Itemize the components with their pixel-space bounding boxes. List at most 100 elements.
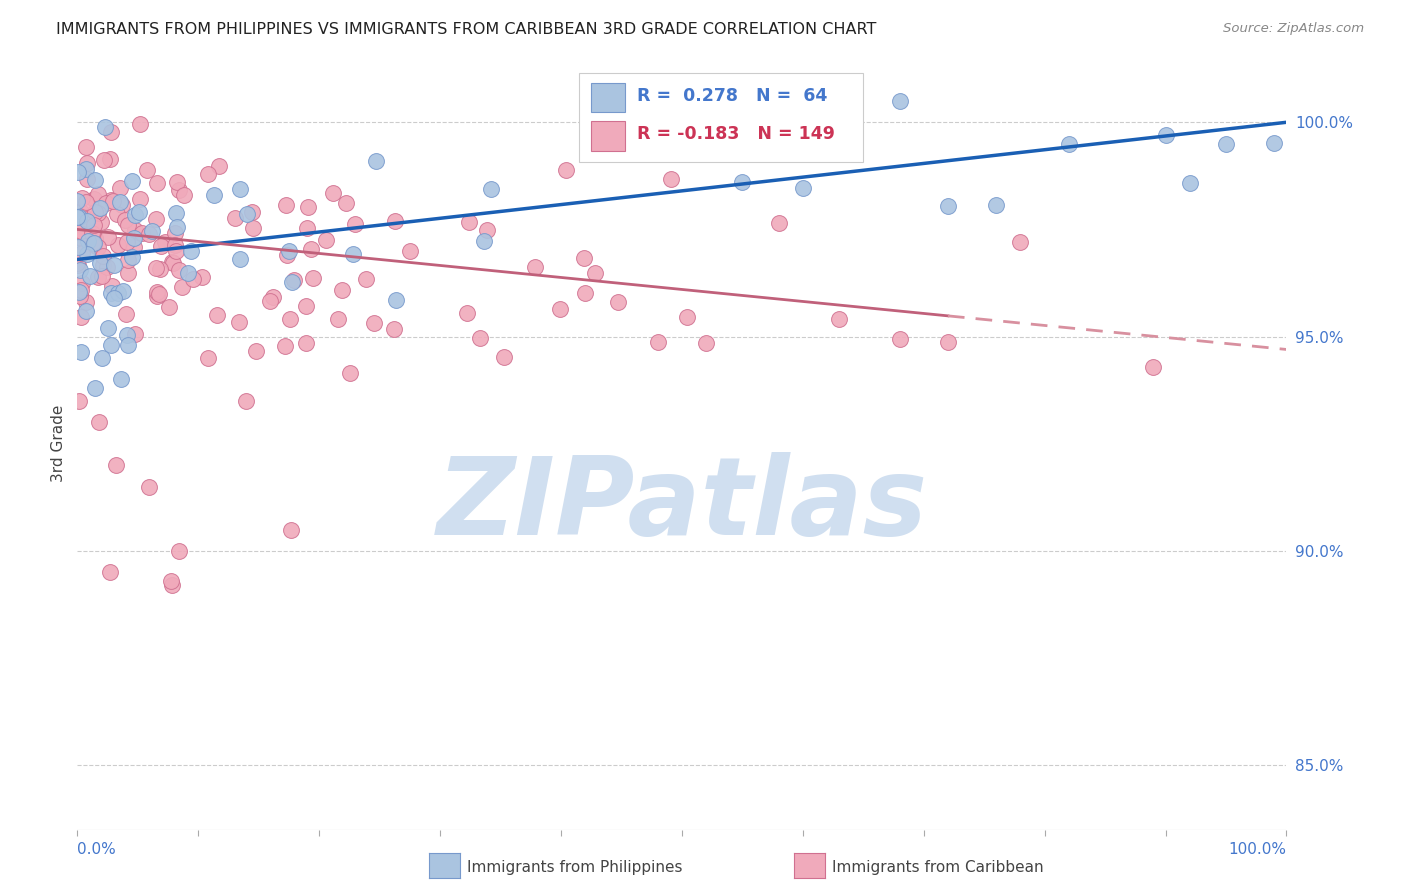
Point xyxy=(91,351,114,365)
Point xyxy=(297,200,319,214)
Point xyxy=(768,216,790,230)
Point xyxy=(124,223,146,237)
Point xyxy=(335,196,357,211)
Point xyxy=(121,174,143,188)
Point xyxy=(67,210,90,224)
Point xyxy=(104,458,127,473)
Point xyxy=(66,258,89,272)
Point xyxy=(89,201,111,215)
Point xyxy=(167,183,190,197)
Point xyxy=(141,224,163,238)
Point xyxy=(172,280,194,294)
Point xyxy=(235,207,257,221)
Point xyxy=(382,321,405,335)
Point xyxy=(363,316,385,330)
Point xyxy=(315,233,337,247)
Point xyxy=(160,255,183,269)
Point xyxy=(364,154,387,169)
Point xyxy=(167,262,190,277)
Point xyxy=(70,224,93,238)
Point xyxy=(83,219,105,233)
Point xyxy=(208,159,231,173)
Point xyxy=(242,221,264,235)
Point xyxy=(103,291,125,305)
Point xyxy=(163,238,186,252)
Point xyxy=(647,335,669,350)
Point xyxy=(124,231,146,245)
Point xyxy=(128,204,150,219)
Point xyxy=(472,234,495,248)
Point xyxy=(117,218,139,232)
Point xyxy=(76,246,98,260)
Point xyxy=(138,227,160,242)
Point xyxy=(76,156,98,170)
Point xyxy=(276,248,298,262)
Point xyxy=(889,332,911,346)
Point xyxy=(98,566,121,580)
Point xyxy=(75,304,97,318)
Point xyxy=(322,186,344,201)
Point xyxy=(295,221,318,235)
Point xyxy=(83,236,105,251)
Point xyxy=(165,205,187,219)
Point xyxy=(117,328,139,343)
Point xyxy=(87,239,110,253)
Point xyxy=(105,206,128,220)
Point xyxy=(936,335,959,350)
Point xyxy=(456,306,478,320)
Point xyxy=(100,338,122,352)
Point xyxy=(162,256,184,270)
Point xyxy=(138,480,160,494)
Point xyxy=(117,338,139,352)
Point xyxy=(135,162,157,177)
Point xyxy=(89,255,111,269)
Point xyxy=(356,272,378,286)
Text: 0.0%: 0.0% xyxy=(77,842,117,857)
Point xyxy=(67,240,90,254)
Point xyxy=(224,211,246,225)
Point xyxy=(160,574,183,588)
Point xyxy=(121,250,143,264)
Point xyxy=(166,175,188,189)
Point xyxy=(103,194,125,208)
Point xyxy=(299,242,322,256)
Point xyxy=(173,188,195,202)
Point xyxy=(936,199,959,213)
Point xyxy=(75,295,97,310)
Point xyxy=(1142,359,1164,374)
Point xyxy=(100,194,122,208)
Point xyxy=(83,204,105,219)
Point xyxy=(145,211,167,226)
Point xyxy=(384,214,406,228)
Point xyxy=(97,321,120,335)
Point xyxy=(82,235,104,250)
Point xyxy=(197,167,219,181)
Point xyxy=(273,339,295,353)
Point xyxy=(83,192,105,206)
Point xyxy=(79,269,101,284)
Point xyxy=(280,311,302,326)
Point xyxy=(115,235,138,249)
Point xyxy=(1154,128,1177,142)
Point xyxy=(66,194,89,208)
Point xyxy=(153,235,176,249)
Point xyxy=(90,269,112,284)
Point xyxy=(295,336,318,351)
Point xyxy=(124,326,146,341)
Point xyxy=(146,285,169,299)
Point xyxy=(84,173,107,187)
Point xyxy=(75,161,97,176)
Point xyxy=(67,285,90,299)
Point xyxy=(76,213,98,227)
Point xyxy=(276,198,298,212)
Point xyxy=(165,244,187,258)
Point xyxy=(731,175,754,189)
Point xyxy=(326,312,349,326)
Point xyxy=(523,260,546,274)
Point xyxy=(181,272,204,286)
Point xyxy=(84,231,107,245)
Point xyxy=(131,227,153,241)
Text: Source: ZipAtlas.com: Source: ZipAtlas.com xyxy=(1223,22,1364,36)
Point xyxy=(458,215,481,229)
Point xyxy=(100,285,122,300)
